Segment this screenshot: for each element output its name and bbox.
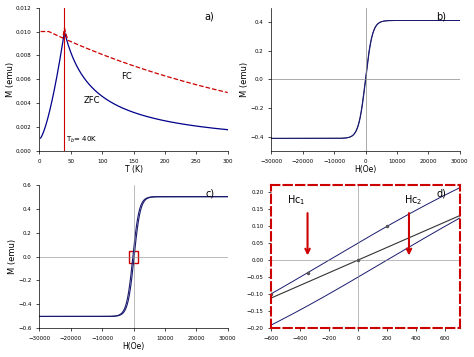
Text: ZFC: ZFC — [83, 96, 100, 105]
Text: b): b) — [437, 12, 447, 22]
Y-axis label: M (emu): M (emu) — [240, 62, 249, 97]
Bar — [129, 251, 138, 262]
X-axis label: H(Oe): H(Oe) — [355, 165, 377, 174]
Text: FC: FC — [121, 72, 132, 81]
Text: Hc$_2$: Hc$_2$ — [404, 193, 422, 207]
Y-axis label: M (emu): M (emu) — [8, 239, 17, 274]
X-axis label: H(Oe): H(Oe) — [122, 342, 145, 351]
Text: Hc$_1$: Hc$_1$ — [287, 193, 305, 207]
Text: T$_b$= 40K: T$_b$= 40K — [66, 135, 98, 145]
Text: d): d) — [437, 189, 447, 199]
Text: c): c) — [205, 189, 215, 199]
Y-axis label: M (emu): M (emu) — [6, 62, 15, 97]
Text: a): a) — [205, 12, 215, 22]
X-axis label: T (K): T (K) — [125, 165, 143, 174]
